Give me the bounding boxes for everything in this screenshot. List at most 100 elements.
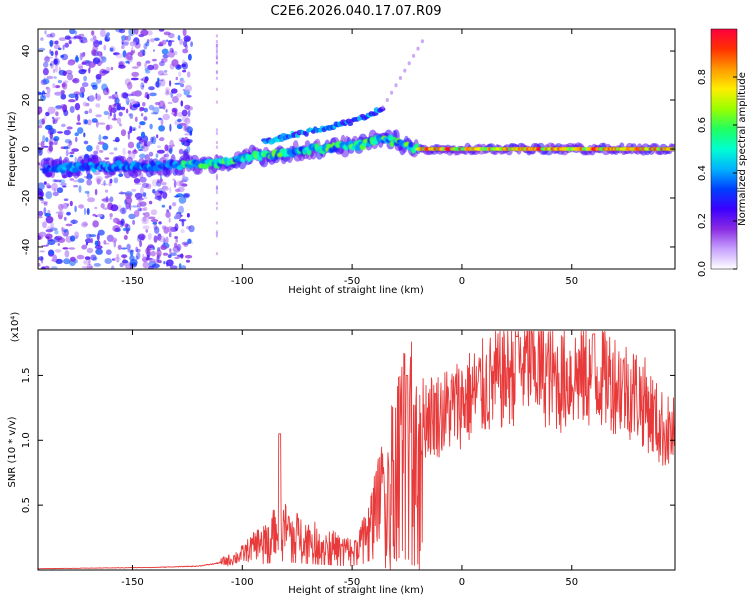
streak-mark <box>215 45 218 49</box>
noise-blob <box>169 80 172 87</box>
noise-blob <box>145 247 151 255</box>
noise-blob <box>110 204 119 212</box>
streak-mark <box>215 234 218 238</box>
noise-blob <box>147 265 154 269</box>
noise-blob <box>104 157 110 160</box>
noise-blob <box>60 90 65 95</box>
noise-blob <box>94 240 99 246</box>
noise-blob <box>109 196 114 203</box>
noise-blob <box>88 94 95 103</box>
noise-blob <box>82 39 88 43</box>
noise-blob <box>80 69 88 72</box>
noise-blob <box>188 225 195 233</box>
noise-blob <box>56 187 64 194</box>
noise-blob <box>90 237 94 244</box>
noise-blob <box>113 177 119 184</box>
noise-blob <box>117 204 122 213</box>
noise-blob <box>120 207 127 215</box>
noise-blob <box>142 85 145 88</box>
noise-blob <box>169 265 178 269</box>
noise-blob <box>182 69 187 73</box>
noise-blob <box>158 235 166 243</box>
noise-blob <box>122 259 129 264</box>
noise-blob <box>103 180 106 186</box>
noise-blob <box>60 54 65 58</box>
noise-blob <box>45 124 53 130</box>
spectrogram-xtick-label: 50 <box>565 276 578 287</box>
noise-blob <box>182 194 190 199</box>
noise-blob <box>115 91 118 95</box>
noise-blob <box>72 179 79 183</box>
noise-blob <box>142 261 149 269</box>
noise-blob <box>91 118 98 123</box>
noise-blob <box>45 191 53 200</box>
noise-blob <box>138 148 144 152</box>
noise-blob <box>91 30 95 36</box>
noise-blob <box>92 84 98 90</box>
noise-blob <box>86 60 92 64</box>
noise-blob <box>113 112 116 120</box>
noise-blob <box>92 213 96 217</box>
noise-blob <box>50 221 54 229</box>
noise-blob <box>179 180 184 187</box>
spectrogram-xtick-label: 0 <box>459 276 465 287</box>
track-core <box>325 143 333 149</box>
noise-blob <box>181 114 189 123</box>
noise-blob <box>149 258 156 263</box>
noise-blob <box>168 147 173 154</box>
noise-blob <box>121 35 127 41</box>
noise-blob <box>46 87 51 94</box>
noise-blob <box>104 258 112 264</box>
noise-blob <box>169 47 174 53</box>
noise-blob <box>121 207 125 214</box>
noise-blob <box>146 94 150 100</box>
noise-blob <box>167 226 174 233</box>
noise-blob <box>63 80 69 83</box>
streak-mark <box>215 40 218 44</box>
noise-blob <box>111 265 115 269</box>
noise-blob <box>120 106 126 111</box>
noise-blob <box>103 44 107 51</box>
noise-blob <box>63 258 71 265</box>
noise-blob <box>159 41 163 46</box>
noise-blob <box>158 29 165 32</box>
noise-blob <box>167 50 175 58</box>
noise-blob <box>181 265 187 269</box>
noise-blob <box>84 190 90 194</box>
noise-blob <box>103 110 110 116</box>
noise-blob <box>53 138 58 146</box>
noise-blob <box>142 225 150 230</box>
noise-blob <box>140 113 144 117</box>
noise-blob <box>118 29 126 34</box>
noise-blob <box>139 240 143 248</box>
noise-blob <box>152 221 158 225</box>
noise-blob <box>109 152 115 155</box>
snr-ytick-label: 1.5 <box>21 367 32 383</box>
noise-blob <box>157 233 162 241</box>
noise-blob <box>122 92 129 99</box>
noise-blob <box>102 135 109 140</box>
noise-blob <box>108 95 113 99</box>
noise-blob <box>96 178 101 185</box>
noise-blob <box>162 54 169 59</box>
noise-blob <box>49 227 58 231</box>
noise-blob <box>78 185 82 193</box>
streak-mark <box>215 48 218 52</box>
noise-blob <box>39 191 45 197</box>
noise-blob <box>65 149 69 157</box>
noise-blob <box>53 136 60 142</box>
noise-blob <box>141 144 149 152</box>
noise-blob <box>98 149 104 153</box>
snr-plot-area <box>38 330 675 570</box>
noise-blob <box>125 196 133 205</box>
noise-blob <box>49 63 53 66</box>
streak-mark <box>215 56 218 60</box>
noise-blob <box>174 256 181 259</box>
noise-blob <box>93 263 101 267</box>
noise-blob <box>136 234 142 242</box>
noise-blob <box>50 60 54 69</box>
snr-xtick-label: 0 <box>459 577 465 588</box>
noise-blob <box>109 217 112 220</box>
noise-blob <box>109 213 113 218</box>
noise-blob <box>41 265 46 269</box>
